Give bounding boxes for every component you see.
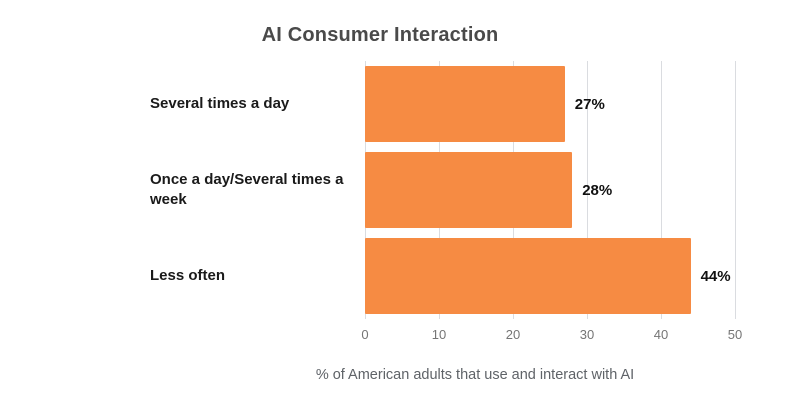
x-tick-label: 50 (727, 327, 743, 342)
value-label: 28% (582, 181, 613, 199)
bar-row: 27% (365, 61, 735, 147)
category-label: Less often (150, 266, 226, 284)
bar-row: 28% (365, 147, 735, 233)
x-tick-label: 0 (361, 327, 369, 342)
gridline (661, 61, 662, 319)
bar-several-times-a-day (365, 66, 565, 142)
gridline (735, 61, 736, 319)
gridline (587, 61, 588, 319)
bar-less-often (365, 238, 691, 314)
category-label: Several times a day (150, 94, 290, 112)
x-axis-title: % of American adults that use and intera… (315, 367, 635, 383)
x-axis-ticks: 0 10 20 30 40 50 (361, 327, 742, 349)
bar-chart: Several times a day Once a day/Several t… (150, 61, 800, 349)
x-tick-label: 10 (431, 327, 447, 342)
value-label: 44% (700, 267, 731, 285)
category-label: Once a day/Several times a week (150, 170, 344, 208)
bar-once-a-day (365, 152, 573, 228)
chart-title: AI Consumer Interaction (261, 24, 499, 46)
axis-spacer (150, 319, 365, 349)
value-label: 27% (574, 95, 605, 113)
x-tick-label: 40 (653, 327, 669, 342)
bar-row: 44% (365, 233, 735, 319)
plot-area: 27% 28% 44% (365, 61, 736, 319)
x-tick-label: 20 (505, 327, 521, 342)
category-axis: Several times a day Once a day/Several t… (150, 61, 365, 319)
x-tick-label: 30 (579, 327, 595, 342)
